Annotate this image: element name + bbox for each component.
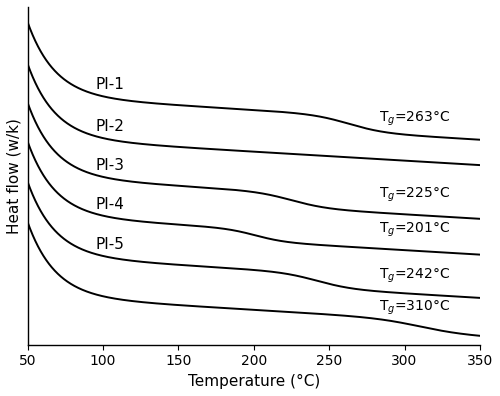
Text: PI-2: PI-2	[96, 119, 124, 134]
Text: T$_g$=310°C: T$_g$=310°C	[379, 298, 450, 316]
Text: PI-3: PI-3	[96, 158, 124, 173]
Text: T$_g$=242°C: T$_g$=242°C	[379, 267, 450, 285]
X-axis label: Temperature (°C): Temperature (°C)	[188, 374, 320, 389]
Text: T$_g$=225°C: T$_g$=225°C	[379, 186, 450, 204]
Text: T$_g$=263°C: T$_g$=263°C	[379, 109, 450, 128]
Text: PI-5: PI-5	[96, 237, 124, 252]
Text: PI-1: PI-1	[96, 77, 124, 92]
Text: T$_g$=201°C: T$_g$=201°C	[379, 220, 450, 239]
Y-axis label: Heat flow (w/k): Heat flow (w/k)	[7, 118, 22, 234]
Text: PI-4: PI-4	[96, 197, 124, 211]
